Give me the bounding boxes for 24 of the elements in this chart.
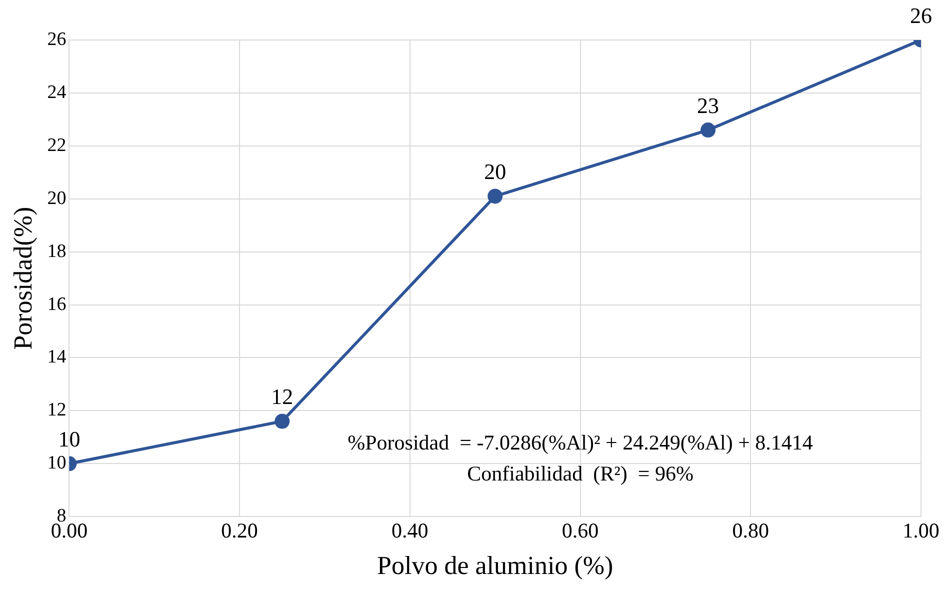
annotation: %Porosidad = -7.0286(%Al)² + 24.249(%Al) + 8.1414 xyxy=(348,430,814,455)
data-label: 26 xyxy=(910,2,932,28)
x-tick-label: 0.40 xyxy=(392,518,428,543)
y-tick-label: 10 xyxy=(47,452,66,474)
y-tick-label: 22 xyxy=(47,134,66,156)
y-tick-label: 16 xyxy=(47,294,66,315)
y-tick-label: 20 xyxy=(47,188,66,209)
point xyxy=(700,122,716,138)
point xyxy=(488,188,503,204)
y-tick-label: 12 xyxy=(47,400,66,421)
y-tick-label: 26 xyxy=(47,28,66,50)
y-axis-title: Porosidad(%) xyxy=(8,206,38,350)
x-axis-title: Polvo de aluminio (%) xyxy=(377,551,614,580)
data-label: 23 xyxy=(697,92,720,118)
data-label: 20 xyxy=(484,159,506,184)
annotation: Confiabilidad (R²) = 96% xyxy=(467,462,694,486)
y-tick-label: 24 xyxy=(47,82,67,103)
x-tick-label: 1.00 xyxy=(902,518,940,543)
y-tick-label: 14 xyxy=(47,346,67,368)
x-tick-label: 0.80 xyxy=(732,518,770,543)
y-tick-label: 18 xyxy=(47,240,66,262)
data-label: 12 xyxy=(271,384,294,410)
x-tick-label: 0.60 xyxy=(562,518,599,543)
x-tick-label: 0.20 xyxy=(221,518,258,543)
